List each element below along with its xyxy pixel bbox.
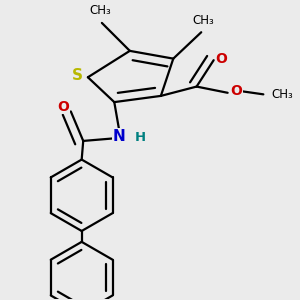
- Text: CH₃: CH₃: [271, 88, 293, 101]
- Text: S: S: [71, 68, 82, 83]
- Text: H: H: [134, 131, 146, 144]
- Text: CH₃: CH₃: [89, 4, 111, 17]
- Text: O: O: [57, 100, 69, 114]
- Text: N: N: [112, 129, 125, 144]
- Text: CH₃: CH₃: [192, 14, 214, 27]
- Text: O: O: [215, 52, 227, 66]
- Text: O: O: [230, 84, 242, 98]
